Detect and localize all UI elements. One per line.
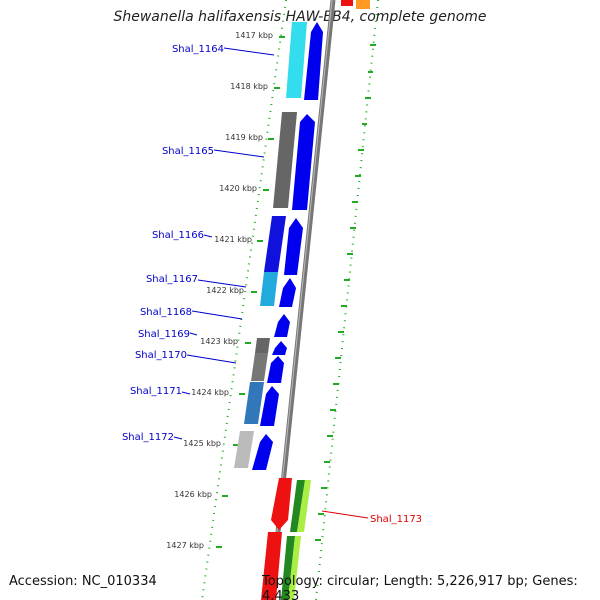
gene-label: Shal_1165 [162,146,214,157]
tick-labels: 1417 kbp 1418 kbp 1419 kbp 1420 kbp 1421… [166,31,273,550]
tick-label: 1422 kbp [206,286,244,295]
gene-label: Shal_1166 [152,230,204,241]
gene-arrow-blue [279,278,296,307]
gene-arrow-blue [252,434,273,470]
topology-text: Topology: circular; Length: 5,226,917 bp… [262,574,578,600]
tick-label: 1423 kbp [200,337,238,346]
label-leader-lines [173,47,369,519]
gene-arrow-blue [267,356,284,383]
tick-label: 1419 kbp [225,133,263,142]
gene-label: Shal_1172 [122,432,174,443]
gene-arrow-blue [284,218,303,275]
gene-arrow-blue [304,22,323,100]
tick-label: 1417 kbp [235,31,273,40]
gene-label: Shal_1164 [172,44,224,55]
gene-arrow-light-green [288,536,301,600]
gene-arrow-blue [260,386,279,426]
outer-scale-ring [315,0,379,600]
feature-block-blue [264,216,286,272]
tick-label: 1426 kbp [174,490,212,499]
tick-label: 1425 kbp [183,439,221,448]
tick-label: 1420 kbp [219,184,257,193]
tick-label: 1421 kbp [214,235,252,244]
gene-label: Shal_1168 [140,307,192,318]
gene-label: Shal_1167 [146,274,198,285]
accession-text: Accession: NC_010334 [9,574,157,589]
gene-arrow-green [281,536,295,600]
outer-tick-marks [315,44,376,541]
feature-block-light-gray [234,431,254,468]
gene-arrow-blue [272,341,287,355]
gene-label: Shal_1169 [138,329,190,340]
gene-arrow-light-green [297,480,311,532]
gene-label: Shal_1170 [135,350,187,361]
feature-block-gray [255,338,270,353]
gene-arrow-red [271,478,292,530]
inner-tick-marks [216,36,285,548]
gene-arrow-blue [274,314,290,337]
inner-scale-ring [201,0,287,600]
feature-block-top-red [341,0,353,6]
feature-block-steel-blue [244,382,264,424]
gene-label: Shal_1171 [130,386,182,397]
tick-label: 1427 kbp [166,541,204,550]
map-title: Shewanella halifaxensis HAW-EB4, complet… [113,9,487,25]
tick-label: 1418 kbp [230,82,268,91]
gene-arrow-green [290,480,305,532]
gene-arrow-blue [292,114,315,210]
feature-block-gray [273,112,297,208]
feature-block-cyan [286,22,307,98]
feature-block-gray [251,353,268,381]
feature-block-light-blue [260,272,278,306]
feature-block-top-orange [356,0,370,9]
tick-label: 1424 kbp [191,388,229,397]
gene-label: Shal_1173 [370,514,422,525]
gene-labels: Shal_1164 Shal_1165 Shal_1166 Shal_1167 … [122,44,422,525]
gene-arrow-red [261,532,282,600]
